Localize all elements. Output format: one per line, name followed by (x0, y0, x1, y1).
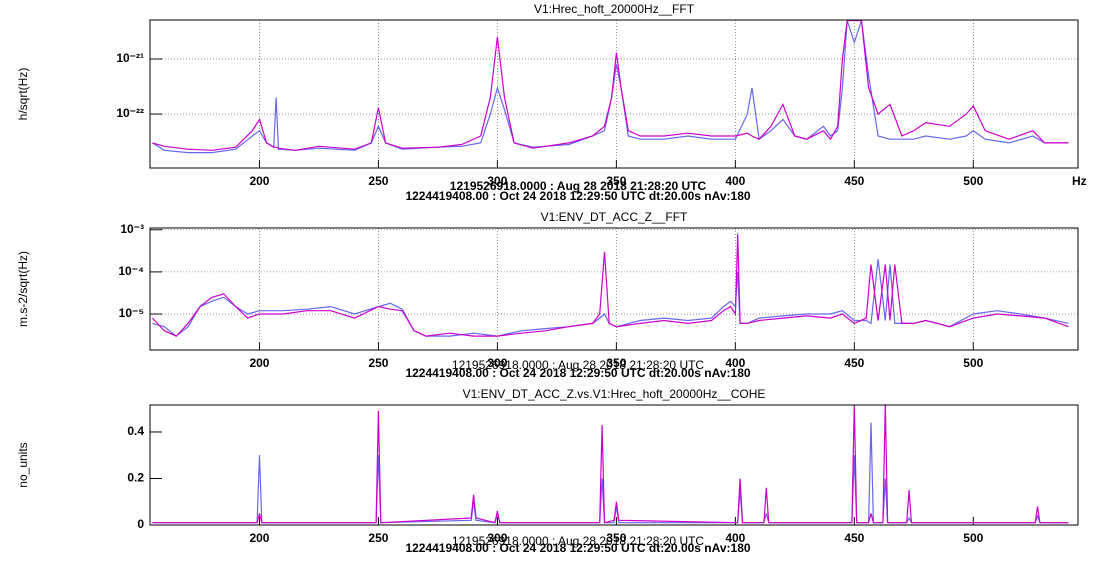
plot-frame (149, 227, 1079, 351)
x-tick-label: 200 (249, 174, 269, 188)
series-line (152, 259, 1069, 337)
y-tick-label: 10⁻²¹ (116, 51, 144, 65)
x-tick-label: 400 (725, 174, 745, 188)
y-axis-label: m.s-2/sqrt(Hz) (16, 251, 30, 327)
annotation: 1224419408.00 : Oct 24 2018 12:29:50 UTC… (405, 366, 750, 380)
x-tick-label: 450 (844, 356, 864, 370)
plot-frame (149, 19, 1079, 169)
x-tick-label: 500 (963, 356, 983, 370)
series-line (152, 422, 1069, 524)
x-tick-label: 200 (249, 356, 269, 370)
chart-title: V1:ENV_DT_ACC_Z__FFT (541, 210, 688, 224)
annotation: 1224419408.00 : Oct 24 2018 12:29:50 UTC… (405, 541, 750, 555)
x-tick-label: 250 (368, 531, 388, 545)
x-tick-label: 300 (487, 174, 507, 188)
y-tick-label: 0.2 (127, 471, 144, 485)
y-tick-label: 0 (137, 517, 144, 531)
series-line (152, 405, 1069, 524)
x-tick-label: 350 (606, 356, 626, 370)
series-line (152, 20, 1069, 154)
y-tick-label: 10⁻⁴ (118, 264, 144, 278)
x-tick-label: 500 (963, 174, 983, 188)
annotation: 1219526918.0000 : Aug 28 2018 21:28:20 U… (452, 358, 705, 372)
x-tick-label: 350 (606, 531, 626, 545)
x-tick-label: 500 (963, 531, 983, 545)
x-tick-label: 450 (844, 531, 864, 545)
x-tick-label: 250 (368, 174, 388, 188)
x-tick-label: 450 (844, 174, 864, 188)
chart-title: V1:Hrec_hoft_20000Hz__FFT (534, 2, 695, 16)
y-axis-label: h/sqrt(Hz) (16, 68, 30, 121)
plot-frame (149, 404, 1079, 526)
series-line (152, 20, 1069, 151)
x-axis-label: Hz (1072, 174, 1087, 188)
y-tick-label: 10⁻⁵ (119, 306, 144, 320)
x-tick-label: 300 (487, 356, 507, 370)
annotation: 1224419408.00 : Oct 24 2018 12:29:50 UTC… (405, 189, 750, 203)
x-tick-label: 350 (606, 174, 626, 188)
chart-title: V1:ENV_DT_ACC_Z.vs.V1:Hrec_hoft_20000Hz_… (463, 387, 766, 401)
series-line (151, 233, 1069, 337)
y-tick-label: 10⁻³ (120, 222, 144, 236)
y-axis-label: no_units (16, 442, 30, 487)
x-tick-label: 400 (725, 356, 745, 370)
x-tick-label: 400 (725, 531, 745, 545)
y-tick-label: 10⁻²² (116, 106, 144, 120)
annotation: 1219526918.0000 : Aug 28 2018 21:28:20 U… (452, 534, 705, 548)
y-tick-label: 0.4 (127, 424, 144, 438)
x-tick-label: 250 (368, 356, 388, 370)
annotation: 1219526918.0000 : Aug 28 2018 21:28:20 U… (450, 179, 707, 193)
x-tick-label: 300 (487, 531, 507, 545)
x-tick-label: 200 (249, 531, 269, 545)
